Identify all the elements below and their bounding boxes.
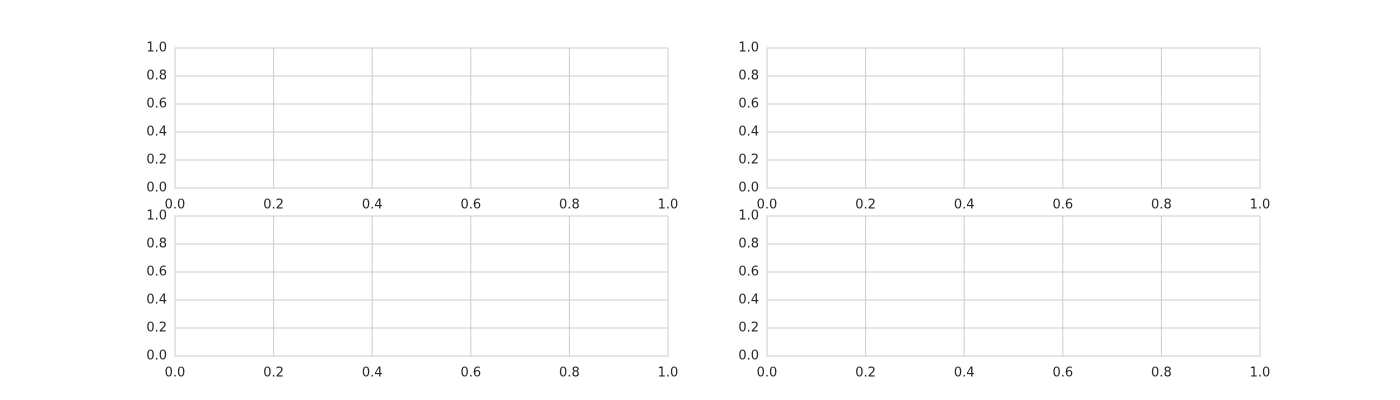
axes-frame (174, 215, 669, 357)
subplot-bottom-right: 0.0 0.2 0.4 0.6 0.8 1.0 0.0 0.2 0.4 0.6 0.8 1.0 (738, 209, 1270, 381)
y-tick-label: 0.0 (738, 181, 759, 196)
x-tick-label: 0.2 (263, 366, 284, 381)
y-tick-label: 0.4 (738, 293, 759, 308)
x-tick-label: 0.8 (1151, 366, 1172, 381)
axes-frame (766, 47, 1261, 189)
y-tick-label: 1.0 (146, 41, 167, 56)
x-tick-label: 0.8 (1151, 198, 1172, 213)
x-tick-label: 0.6 (460, 198, 481, 213)
x-tick-label: 1.0 (1250, 366, 1271, 381)
y-tick-label: 0.2 (146, 153, 167, 168)
x-tick-label: 0.2 (263, 198, 284, 213)
y-tick-label: 0.2 (146, 321, 167, 336)
x-tick-label: 0.6 (460, 366, 481, 381)
x-tick-label: 0.4 (362, 366, 383, 381)
x-tick-label: 0.2 (855, 198, 876, 213)
y-tick-label: 0.8 (146, 69, 167, 84)
subplot-top-right: 0.0 0.2 0.4 0.6 0.8 1.0 0.0 0.2 0.4 0.6 0.8 1.0 (738, 41, 1270, 213)
x-tick-label: 0.0 (165, 366, 186, 381)
y-tick-label: 1.0 (146, 209, 167, 224)
y-tick-label: 0.8 (738, 69, 759, 84)
x-tick-label: 0.8 (559, 198, 580, 213)
y-tick-label: 0.2 (738, 321, 759, 336)
axes-frame (766, 215, 1261, 357)
y-tick-label: 0.0 (146, 349, 167, 364)
x-tick-label: 0.4 (362, 198, 383, 213)
x-tick-label: 0.0 (757, 366, 778, 381)
y-tick-label: 0.2 (738, 153, 759, 168)
x-tick-label: 0.4 (954, 366, 975, 381)
y-tick-label: 0.4 (146, 125, 167, 140)
x-tick-label: 0.0 (757, 198, 778, 213)
y-tick-label: 0.4 (146, 293, 167, 308)
subplot-bottom-left: 0.0 0.2 0.4 0.6 0.8 1.0 0.0 0.2 0.4 0.6 0.8 1.0 (146, 209, 678, 381)
x-tick-label: 0.6 (1052, 366, 1073, 381)
y-tick-label: 1.0 (738, 209, 759, 224)
y-tick-label: 0.6 (146, 265, 167, 280)
x-tick-label: 0.2 (855, 366, 876, 381)
x-tick-label: 1.0 (658, 366, 679, 381)
y-tick-label: 0.4 (738, 125, 759, 140)
y-tick-label: 0.8 (738, 237, 759, 252)
y-tick-label: 0.0 (738, 349, 759, 364)
subplot-top-left: 0.0 0.2 0.4 0.6 0.8 1.0 0.0 0.2 0.4 0.6 0.8 1.0 (146, 41, 678, 213)
y-tick-label: 0.6 (738, 265, 759, 280)
y-tick-label: 0.0 (146, 181, 167, 196)
x-tick-label: 0.6 (1052, 198, 1073, 213)
x-tick-label: 1.0 (658, 198, 679, 213)
axes-frame (174, 47, 669, 189)
y-tick-label: 0.6 (146, 97, 167, 112)
x-tick-label: 0.4 (954, 198, 975, 213)
y-tick-label: 1.0 (738, 41, 759, 56)
x-tick-label: 0.8 (559, 366, 580, 381)
x-tick-label: 0.0 (165, 198, 186, 213)
y-tick-label: 0.8 (146, 237, 167, 252)
x-tick-label: 1.0 (1250, 198, 1271, 213)
y-tick-label: 0.6 (738, 97, 759, 112)
